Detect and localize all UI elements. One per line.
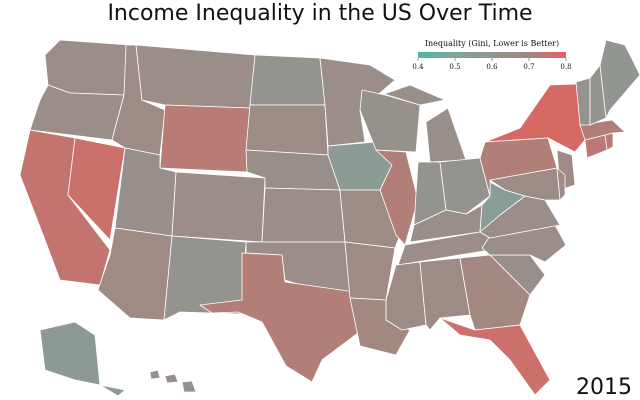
state (97, 227, 173, 321)
state (439, 317, 551, 396)
state (249, 54, 326, 106)
state (375, 149, 419, 246)
state (135, 44, 256, 109)
state (163, 235, 247, 321)
state (159, 104, 251, 173)
state (556, 167, 566, 201)
state (149, 369, 197, 393)
state (439, 157, 491, 215)
state (599, 39, 640, 119)
state (604, 132, 614, 151)
states (19, 39, 640, 397)
state (199, 252, 363, 383)
map-title: Income Inequality in the US Over Time (107, 1, 532, 26)
state (44, 39, 131, 96)
state (261, 187, 346, 243)
state (319, 57, 396, 147)
state (359, 89, 421, 153)
legend-tick-label: 0.7 (523, 63, 534, 71)
state (67, 137, 126, 241)
state (344, 241, 396, 301)
legend-bar (418, 52, 566, 58)
legend-title: Inequality (Gini, Lower is Better) (425, 39, 559, 48)
legend-tick-label: 0.5 (449, 63, 460, 71)
state (39, 321, 126, 397)
state (171, 171, 266, 243)
legend-tick-label: 0.4 (412, 63, 424, 71)
year-label: 2015 (576, 375, 632, 400)
state (385, 261, 427, 331)
legend-tick-label: 0.6 (486, 63, 498, 71)
state (245, 104, 329, 156)
legend-tick-label: 0.8 (560, 63, 571, 71)
